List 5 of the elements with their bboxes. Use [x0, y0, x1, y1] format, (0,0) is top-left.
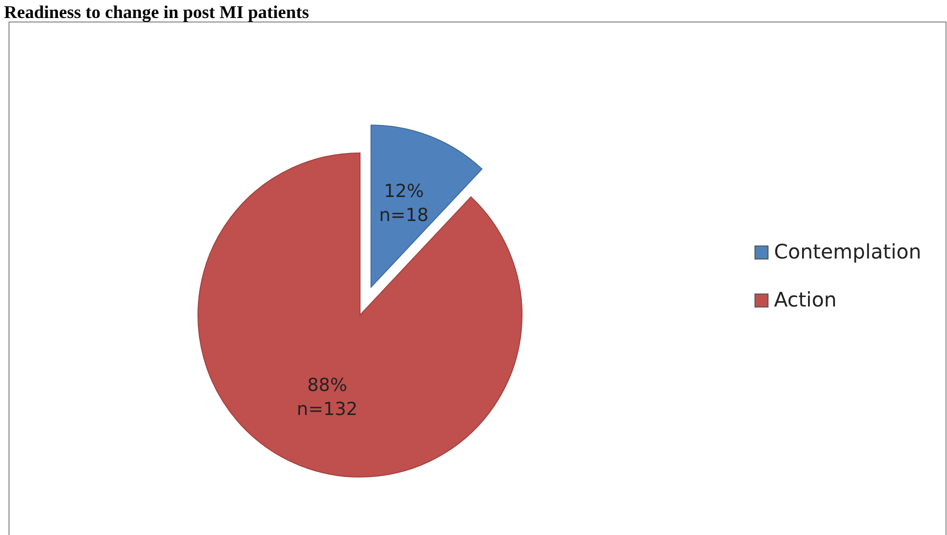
chart-title: Readiness to change in post MI patients	[4, 2, 310, 22]
data-label: 12% n=18	[379, 181, 429, 226]
data-label: 88% n=132	[296, 374, 358, 420]
legend-label: Contemplation	[774, 239, 922, 264]
legend-label: Action	[774, 287, 837, 312]
